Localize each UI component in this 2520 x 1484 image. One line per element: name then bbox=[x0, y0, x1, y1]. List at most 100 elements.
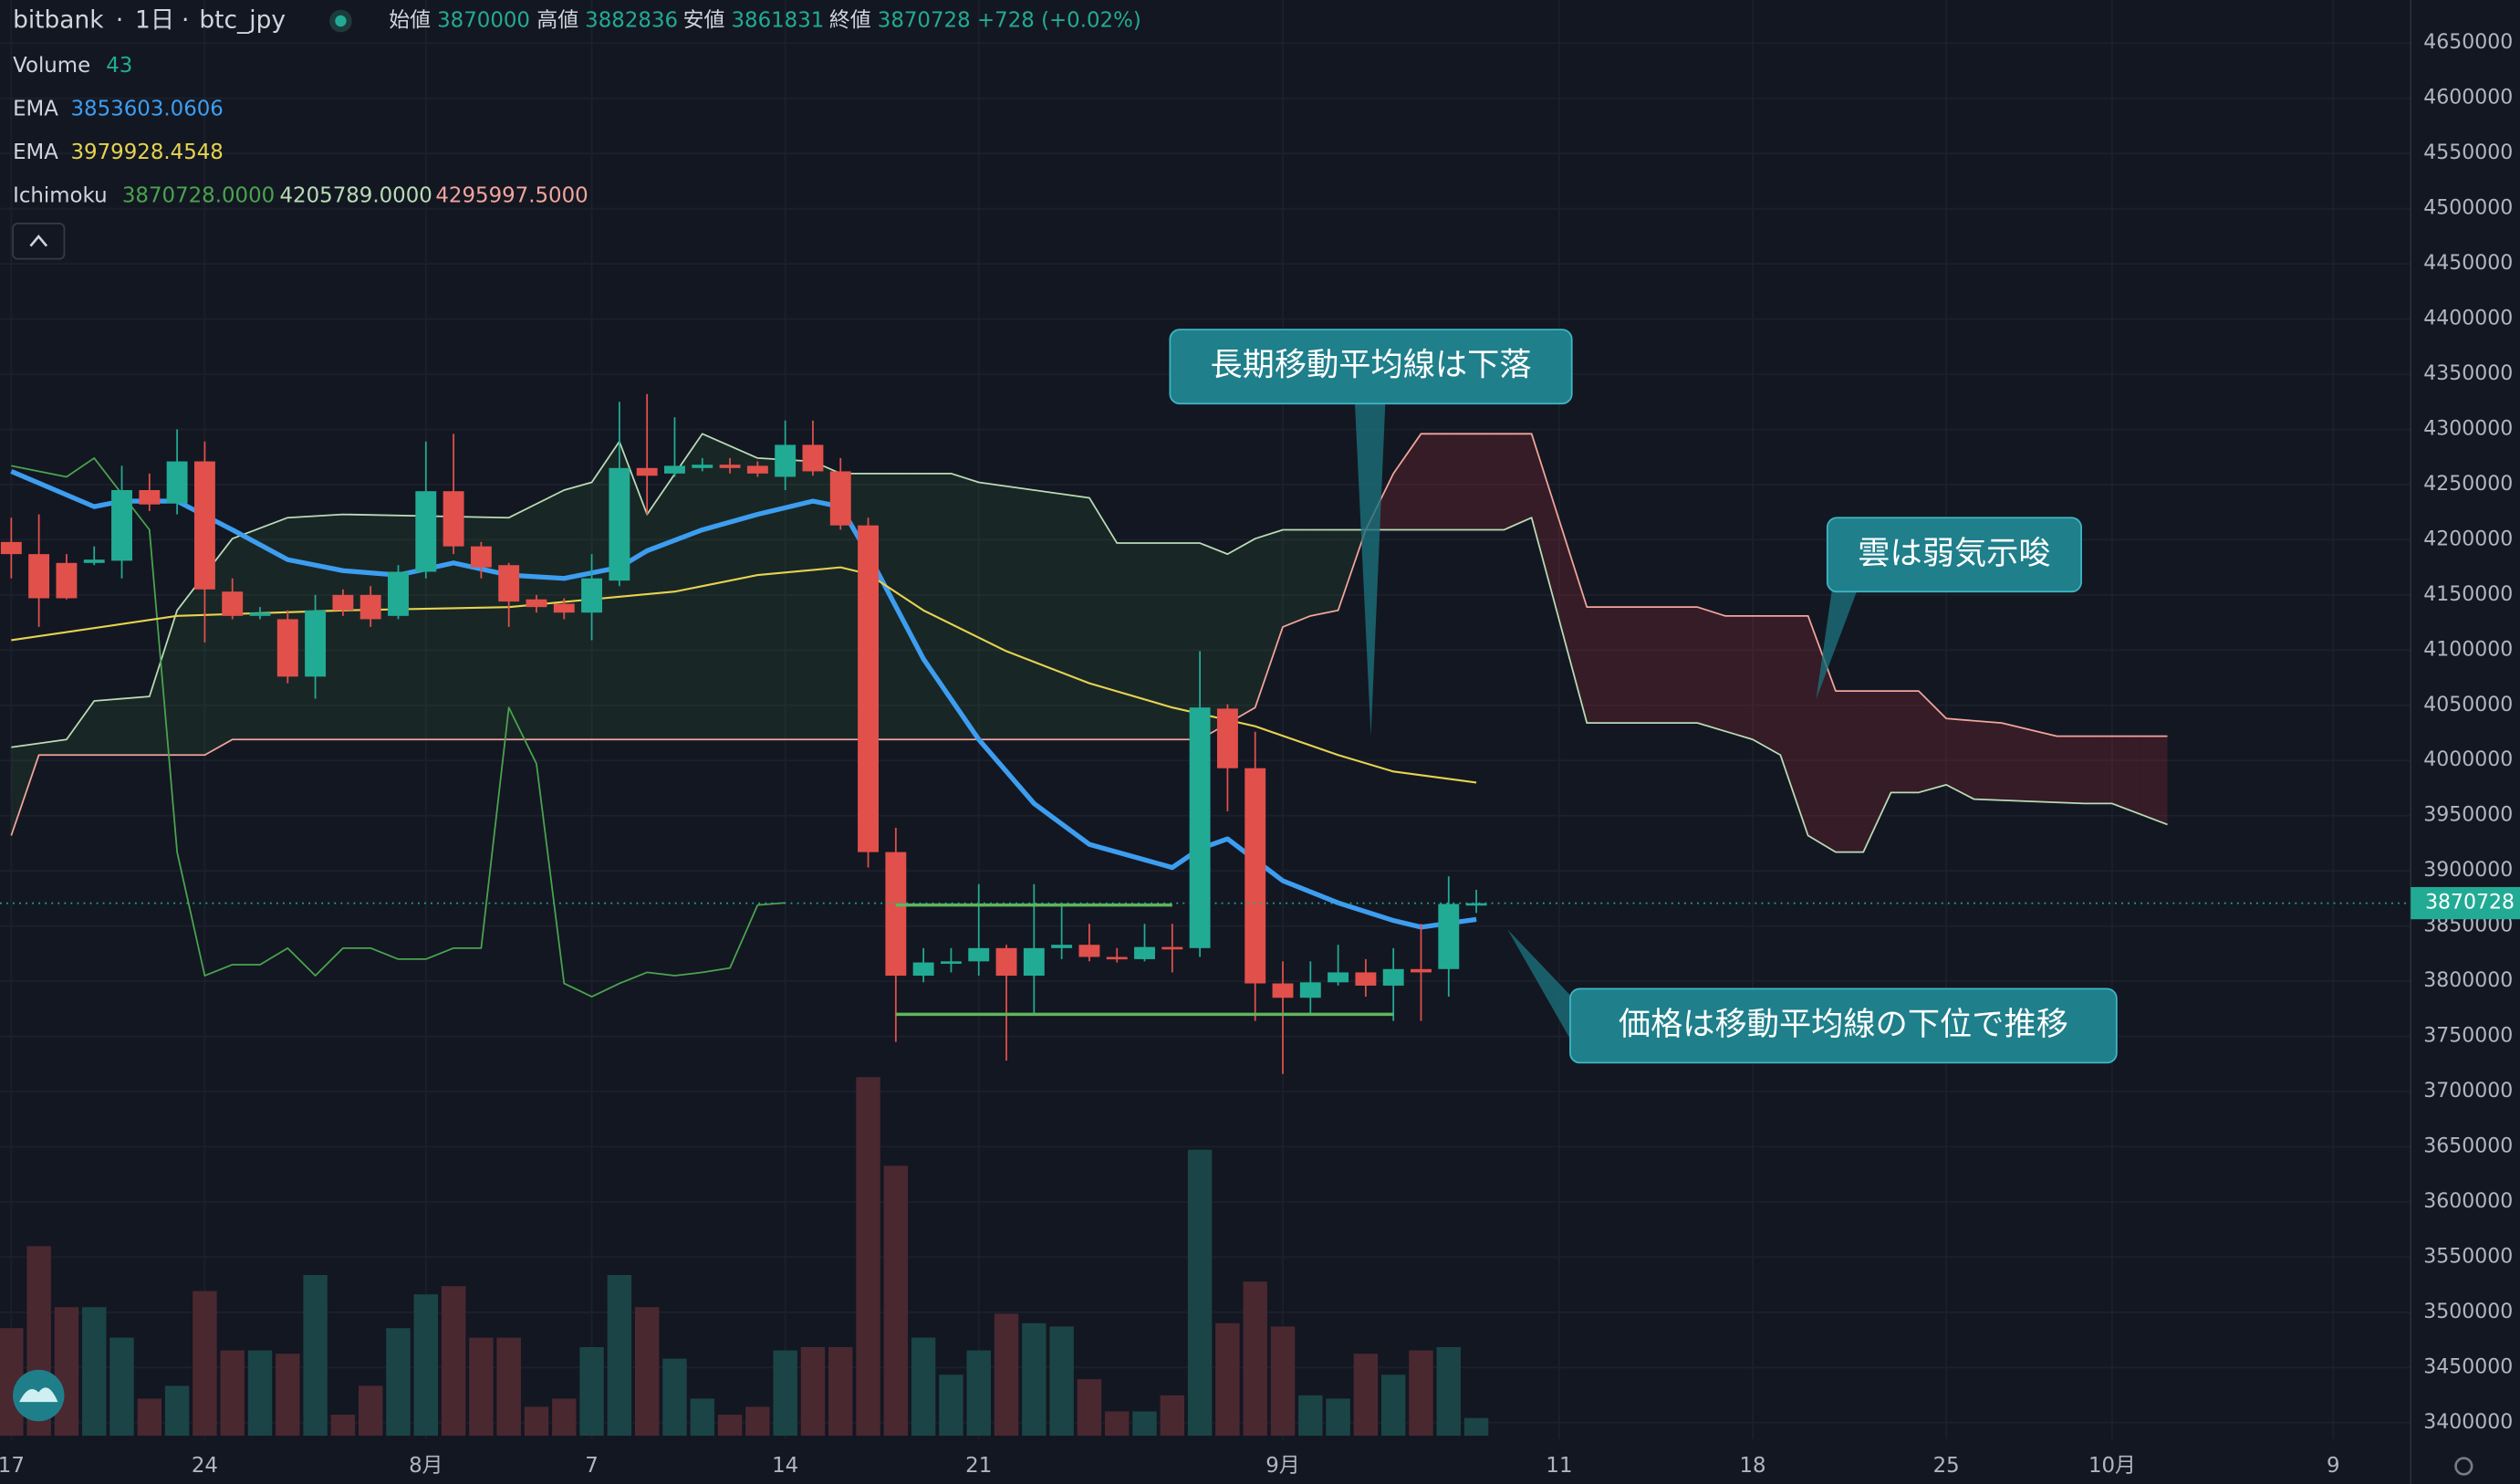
callout-pointer bbox=[1354, 402, 1386, 737]
volume-bar bbox=[1160, 1395, 1185, 1437]
cloud bbox=[2084, 736, 2098, 804]
x-tick-label: 17 bbox=[0, 1454, 25, 1478]
cloud bbox=[937, 473, 952, 740]
volume-bar bbox=[1105, 1411, 1130, 1437]
cloud bbox=[633, 477, 648, 740]
volume-bar bbox=[247, 1350, 273, 1437]
cloud bbox=[1103, 520, 1118, 740]
volume-bar bbox=[1436, 1347, 1462, 1437]
candle-body bbox=[1244, 768, 1266, 984]
candle-body bbox=[858, 525, 880, 852]
cloud bbox=[1490, 434, 1505, 530]
candle-body bbox=[249, 612, 271, 616]
candle-body bbox=[1134, 946, 1155, 959]
cloud bbox=[11, 745, 26, 836]
cloud bbox=[66, 720, 81, 756]
span-a bbox=[11, 433, 2168, 853]
cloud bbox=[1656, 607, 1671, 724]
volume-bar bbox=[82, 1307, 107, 1437]
volume-bar bbox=[856, 1077, 880, 1437]
ohlc-value: 3870728 bbox=[878, 8, 971, 32]
cloud bbox=[2111, 736, 2127, 810]
candle-body bbox=[526, 599, 547, 608]
volume-bar bbox=[690, 1398, 714, 1437]
candle-body bbox=[470, 546, 492, 568]
cloud bbox=[2043, 733, 2057, 803]
settings-icon[interactable] bbox=[2454, 1457, 2473, 1476]
cloud bbox=[881, 473, 896, 740]
volume-bar bbox=[773, 1350, 797, 1437]
cloud bbox=[1807, 615, 1822, 844]
volume-bar bbox=[607, 1274, 632, 1437]
cloud bbox=[895, 473, 910, 740]
volume-bar bbox=[164, 1385, 190, 1437]
candle-body bbox=[1189, 707, 1211, 948]
cloud bbox=[2126, 736, 2140, 814]
x-tick-label: 24 bbox=[192, 1454, 218, 1478]
candle-body bbox=[388, 571, 409, 616]
cloud bbox=[1034, 489, 1048, 740]
candle-body bbox=[1216, 708, 1238, 768]
cloud bbox=[1918, 691, 1933, 793]
indicator-value: 3979928.4548 bbox=[71, 141, 224, 164]
cloud bbox=[827, 467, 841, 740]
y-tick-label: 3750000 bbox=[2423, 1025, 2513, 1048]
x-tick-label: 10月 bbox=[2088, 1454, 2136, 1478]
candle-body bbox=[1328, 972, 1349, 983]
cloud bbox=[245, 528, 261, 740]
callout-text: 価格は移動平均線の下位で推移 bbox=[1619, 1006, 2068, 1043]
ohlc-value: 3882836 bbox=[585, 8, 678, 32]
symbol: btc_jpy bbox=[199, 5, 286, 34]
y-tick-label: 4050000 bbox=[2423, 694, 2513, 716]
candle-body bbox=[1272, 983, 1294, 998]
volume-bar bbox=[579, 1347, 604, 1437]
cloud bbox=[1753, 615, 1767, 747]
x-tick-label: 25 bbox=[1933, 1454, 1960, 1478]
indicator-label: Volume bbox=[13, 54, 90, 78]
y-tick-label: 4000000 bbox=[2423, 748, 2513, 771]
candle-body bbox=[775, 444, 797, 477]
cloud bbox=[80, 700, 95, 756]
cloud bbox=[1738, 615, 1754, 740]
cloud bbox=[453, 517, 468, 740]
y-tick-label: 4500000 bbox=[2423, 197, 2513, 220]
cloud bbox=[536, 496, 551, 740]
cloud bbox=[757, 457, 772, 740]
cloud bbox=[232, 533, 246, 740]
cloud bbox=[1407, 434, 1421, 530]
cloud bbox=[1075, 496, 1089, 740]
y-tick-label: 4250000 bbox=[2423, 473, 2513, 496]
cloud bbox=[1766, 615, 1781, 756]
volume-bar bbox=[1049, 1326, 1074, 1437]
volume-bar bbox=[109, 1337, 134, 1437]
cloud bbox=[1310, 529, 1325, 616]
indicator-value: 3870728.0000 bbox=[122, 183, 275, 207]
candle-body bbox=[1078, 945, 1100, 957]
cloud bbox=[1268, 529, 1284, 668]
cloud bbox=[1960, 719, 1974, 799]
volume-bar bbox=[994, 1313, 1019, 1437]
cloud bbox=[715, 439, 731, 740]
candle-body bbox=[829, 471, 851, 526]
cloud bbox=[1006, 486, 1021, 740]
candle-body bbox=[1382, 968, 1404, 986]
cloud bbox=[204, 556, 219, 756]
candle-body bbox=[443, 491, 464, 547]
logo-icon bbox=[19, 1387, 58, 1403]
cloud bbox=[52, 739, 67, 756]
volume-bar bbox=[1215, 1322, 1240, 1437]
cloud bbox=[1946, 718, 1961, 792]
cloud bbox=[1600, 607, 1615, 724]
cloud bbox=[1421, 434, 1435, 530]
cloud bbox=[1697, 607, 1712, 727]
volume-bar bbox=[1298, 1395, 1323, 1437]
y-tick-label: 3900000 bbox=[2423, 859, 2513, 882]
y-tick-label: 4200000 bbox=[2423, 528, 2513, 550]
candle-body bbox=[719, 465, 741, 468]
collapse-button[interactable] bbox=[12, 223, 66, 260]
x-tick-label: 18 bbox=[1740, 1454, 1766, 1478]
cloud bbox=[384, 515, 399, 740]
cloud bbox=[1628, 607, 1642, 724]
cloud bbox=[1558, 520, 1574, 672]
